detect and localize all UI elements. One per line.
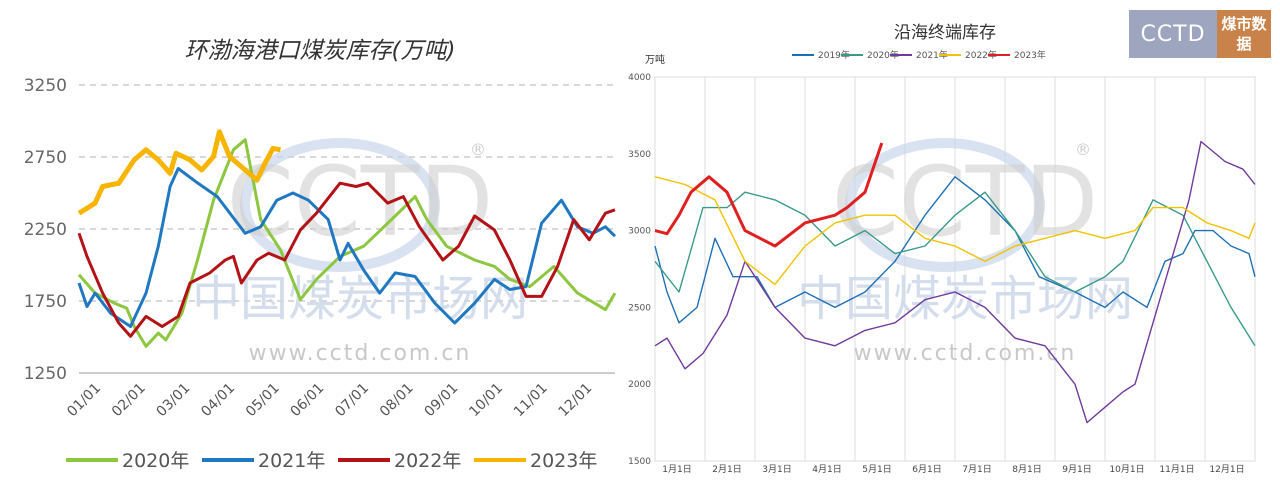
x-tick-label: 4月1日 [812,464,841,475]
chart-title: 环渤海港口煤炭库存(万吨) [185,38,456,64]
watermark-cn: 中国煤炭市场网 [192,271,528,327]
watermark-registered: ® [470,140,486,159]
x-tick-label: 11月1日 [1159,464,1194,475]
x-tick-label: 05/01 [243,380,283,420]
x-tick-label: 04/01 [198,380,238,420]
x-tick-label: 9月1日 [1062,464,1091,475]
legend-label: 2020年 [867,49,899,61]
watermark-url: www.cctd.com.cn [854,341,1077,366]
legend-label: 2019年 [818,49,850,61]
series-line-2020年 [77,138,617,348]
series-line-2022年 [654,176,1256,286]
y-tick-label: 1500 [628,457,651,467]
x-tick-label: 6月1日 [912,464,941,475]
y-axis-unit: 万吨 [645,53,665,66]
cctd-badge-text: 煤市数据 [1217,10,1271,58]
series-line-2022年 [77,181,616,338]
x-tick-label: 02/01 [109,380,149,420]
chart-title: 沿海终端库存 [894,23,996,43]
x-tick-label: 3月1日 [762,464,791,475]
legend-label: 2020年 [122,450,189,472]
watermark-registered: ® [1075,140,1091,159]
watermark-logo: CCTD [227,146,494,258]
x-tick-label: 03/01 [154,380,194,420]
y-tick-label: 2000 [628,380,651,390]
x-tick-label: 1月1日 [662,464,691,475]
y-tick-label: 3500 [628,150,651,160]
y-tick-label: 1750 [24,292,67,312]
y-tick-label: 2250 [24,220,67,240]
x-tick-label: 07/01 [332,380,372,420]
watermark-url: www.cctd.com.cn [249,341,472,366]
legend-label: 2023年 [530,450,597,472]
series-line-2023年 [77,129,281,216]
legend-label: 2021年 [258,450,325,472]
x-tick-label: 8月1日 [1012,464,1041,475]
y-tick-label: 1250 [24,364,67,384]
y-tick-label: 3000 [628,227,651,237]
x-tick-label: 10月1日 [1109,464,1144,475]
x-tick-label: 11/01 [511,380,551,420]
legend-label: 2021年 [916,49,948,61]
watermark-logo: CCTD [832,146,1099,258]
x-tick-label: 12月1日 [1209,464,1244,475]
x-tick-label: 5月1日 [862,464,891,475]
watermark-ring [240,138,440,272]
cctd-badge-logo: CCTD [1129,10,1217,58]
y-tick-label: 4000 [628,73,651,83]
x-tick-label: 2月1日 [712,464,741,475]
series-line-2020年 [654,191,1256,347]
watermark-cn: 中国煤炭市场网 [797,271,1133,327]
legend-label: 2022年 [965,49,997,61]
legend-label: 2022年 [394,450,461,472]
y-tick-label: 2750 [24,148,67,168]
series-line-2021年 [77,167,617,328]
x-tick-label: 09/01 [422,380,462,420]
x-tick-label: 10/01 [466,380,506,420]
x-tick-label: 06/01 [288,380,328,420]
y-tick-label: 3250 [24,76,67,96]
x-tick-label: 7月1日 [962,464,991,475]
series-line-2019年 [654,176,1256,324]
x-tick-label: 12/01 [556,380,596,420]
x-tick-label: 08/01 [377,380,417,420]
series-line-2021年 [654,140,1256,424]
y-tick-label: 2500 [628,303,651,313]
series-line-2023年 [654,142,884,248]
x-tick-label: 01/01 [64,380,104,420]
cctd-badge: CCTD 煤市数据 [1129,10,1271,58]
legend-label: 2023年 [1014,49,1046,61]
